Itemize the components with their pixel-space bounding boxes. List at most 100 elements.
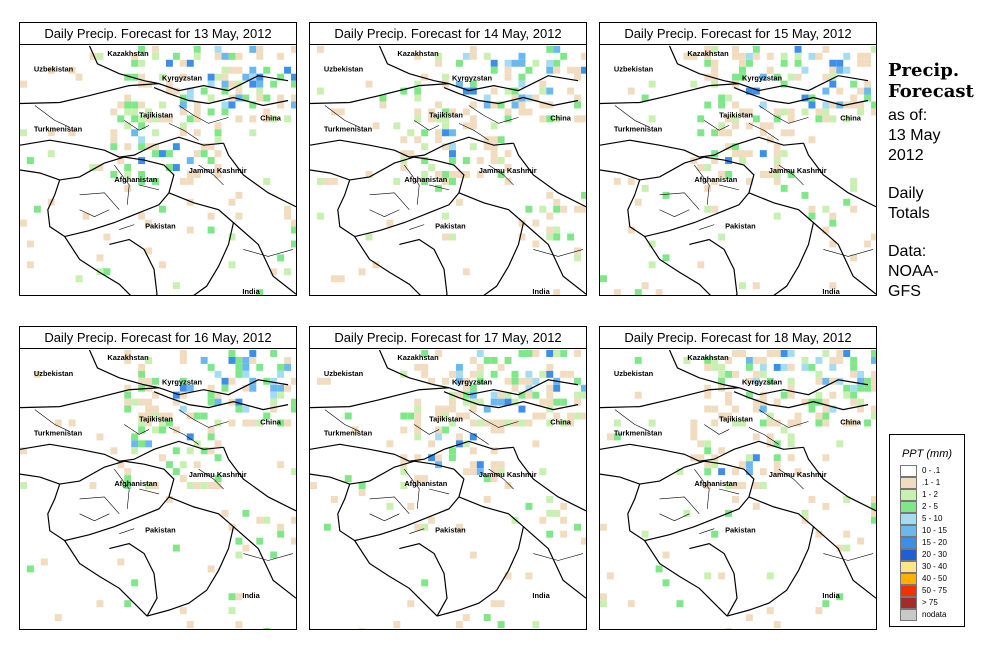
precip-cell <box>525 205 533 213</box>
precip-cell <box>193 115 201 123</box>
map-label-uzbekistan: Uzbekistan <box>614 65 654 74</box>
precip-cell <box>829 377 837 385</box>
precip-map: Kazakhstan Uzbekistan Kyrgyzstan Tajikistan… <box>20 45 296 295</box>
country-borders <box>600 349 876 617</box>
border-line <box>726 496 815 617</box>
precip-cell <box>532 621 540 628</box>
precip-cell <box>613 289 621 295</box>
precip-cell <box>152 177 159 185</box>
precip-cell <box>263 177 271 185</box>
precip-cell <box>435 184 443 192</box>
precip-cell <box>421 157 429 165</box>
precip-cell <box>822 454 830 462</box>
legend-item: .1 - 1 <box>890 477 964 489</box>
precip-cell <box>871 45 876 53</box>
border-line <box>354 540 438 617</box>
precip-cell <box>235 398 243 406</box>
precip-cell <box>759 171 767 178</box>
precip-cell <box>801 516 809 524</box>
precip-cell <box>207 80 215 88</box>
precip-cell <box>145 419 153 427</box>
precip-cell <box>165 87 173 95</box>
precip-cell <box>864 384 872 392</box>
precip-cell <box>497 363 505 371</box>
precip-cell <box>235 356 243 364</box>
precip-cell <box>138 171 146 178</box>
border-line <box>20 379 289 409</box>
precip-cell <box>690 419 698 427</box>
precip-cell <box>801 191 809 199</box>
precip-cell <box>414 52 422 60</box>
map-label-kyrgyzstan: Kyrgyzstan <box>742 74 783 83</box>
precip-cell <box>421 143 429 151</box>
precip-cell <box>766 171 774 178</box>
border-line <box>614 409 874 561</box>
border-line <box>310 473 350 485</box>
precip-cell <box>532 94 540 102</box>
precip-cell <box>857 384 865 392</box>
precip-cell <box>442 412 449 420</box>
precip-cell <box>379 94 387 102</box>
precip-cell <box>634 198 642 206</box>
precip-cell <box>829 356 837 364</box>
precip-cell <box>435 136 443 144</box>
legend-item: 2 - 5 <box>890 501 964 513</box>
precip-cell <box>235 593 243 601</box>
precip-cell <box>497 600 505 608</box>
precip-cell <box>843 419 851 427</box>
precip-cell <box>158 150 166 158</box>
precip-cell <box>553 412 561 420</box>
precip-cell <box>291 240 296 248</box>
precip-cell <box>829 282 837 290</box>
precip-cell <box>249 129 257 137</box>
precip-cell <box>766 377 774 385</box>
border-line <box>627 156 755 238</box>
map-label-afghanistan: Afghanistan <box>404 175 447 184</box>
map-label-kyrgyzstan: Kyrgyzstan <box>742 378 783 387</box>
precip-cell <box>186 59 194 67</box>
precip-cell <box>759 101 767 109</box>
precip-cell <box>442 426 449 434</box>
precip-cell <box>718 363 726 371</box>
legend-swatch <box>900 525 917 537</box>
precip-cell <box>110 129 118 137</box>
precip-cell <box>871 509 876 517</box>
precip-cell <box>497 101 505 109</box>
precip-cell <box>207 73 215 81</box>
precip-cell <box>145 356 153 364</box>
precip-cell <box>546 66 554 74</box>
border-line <box>668 45 740 85</box>
precip-cell <box>186 177 194 185</box>
precip-cell <box>344 475 352 483</box>
precip-cell <box>690 80 698 88</box>
precip-cell <box>249 377 257 385</box>
precip-cell <box>815 108 823 116</box>
precip-cell <box>648 115 656 123</box>
precip-cell <box>704 384 712 392</box>
precip-cell <box>138 412 146 420</box>
precip-cell <box>600 523 607 531</box>
precip-cell <box>711 454 719 462</box>
precip-cell <box>546 212 554 220</box>
border-line <box>659 468 740 515</box>
precip-cell <box>96 52 104 60</box>
map-label-china: China <box>550 417 572 426</box>
precip-cell <box>787 363 795 371</box>
precip-cell <box>815 115 823 123</box>
precip-cell <box>131 73 139 81</box>
precip-cell <box>808 205 816 213</box>
precip-cell <box>249 80 257 88</box>
precip-cell <box>504 391 512 399</box>
precip-cell <box>193 440 201 448</box>
precip-cell <box>676 600 684 608</box>
precip-cell <box>759 73 767 81</box>
precip-cell <box>186 198 194 206</box>
precip-cell <box>787 108 795 116</box>
precip-cell <box>455 363 463 371</box>
precip-cell <box>704 363 712 371</box>
precip-cell <box>525 419 533 427</box>
precip-cell <box>822 502 830 510</box>
map-label-turkmenistan: Turkmenistan <box>324 428 373 437</box>
precip-cell <box>138 440 146 448</box>
precip-cell <box>89 482 97 490</box>
